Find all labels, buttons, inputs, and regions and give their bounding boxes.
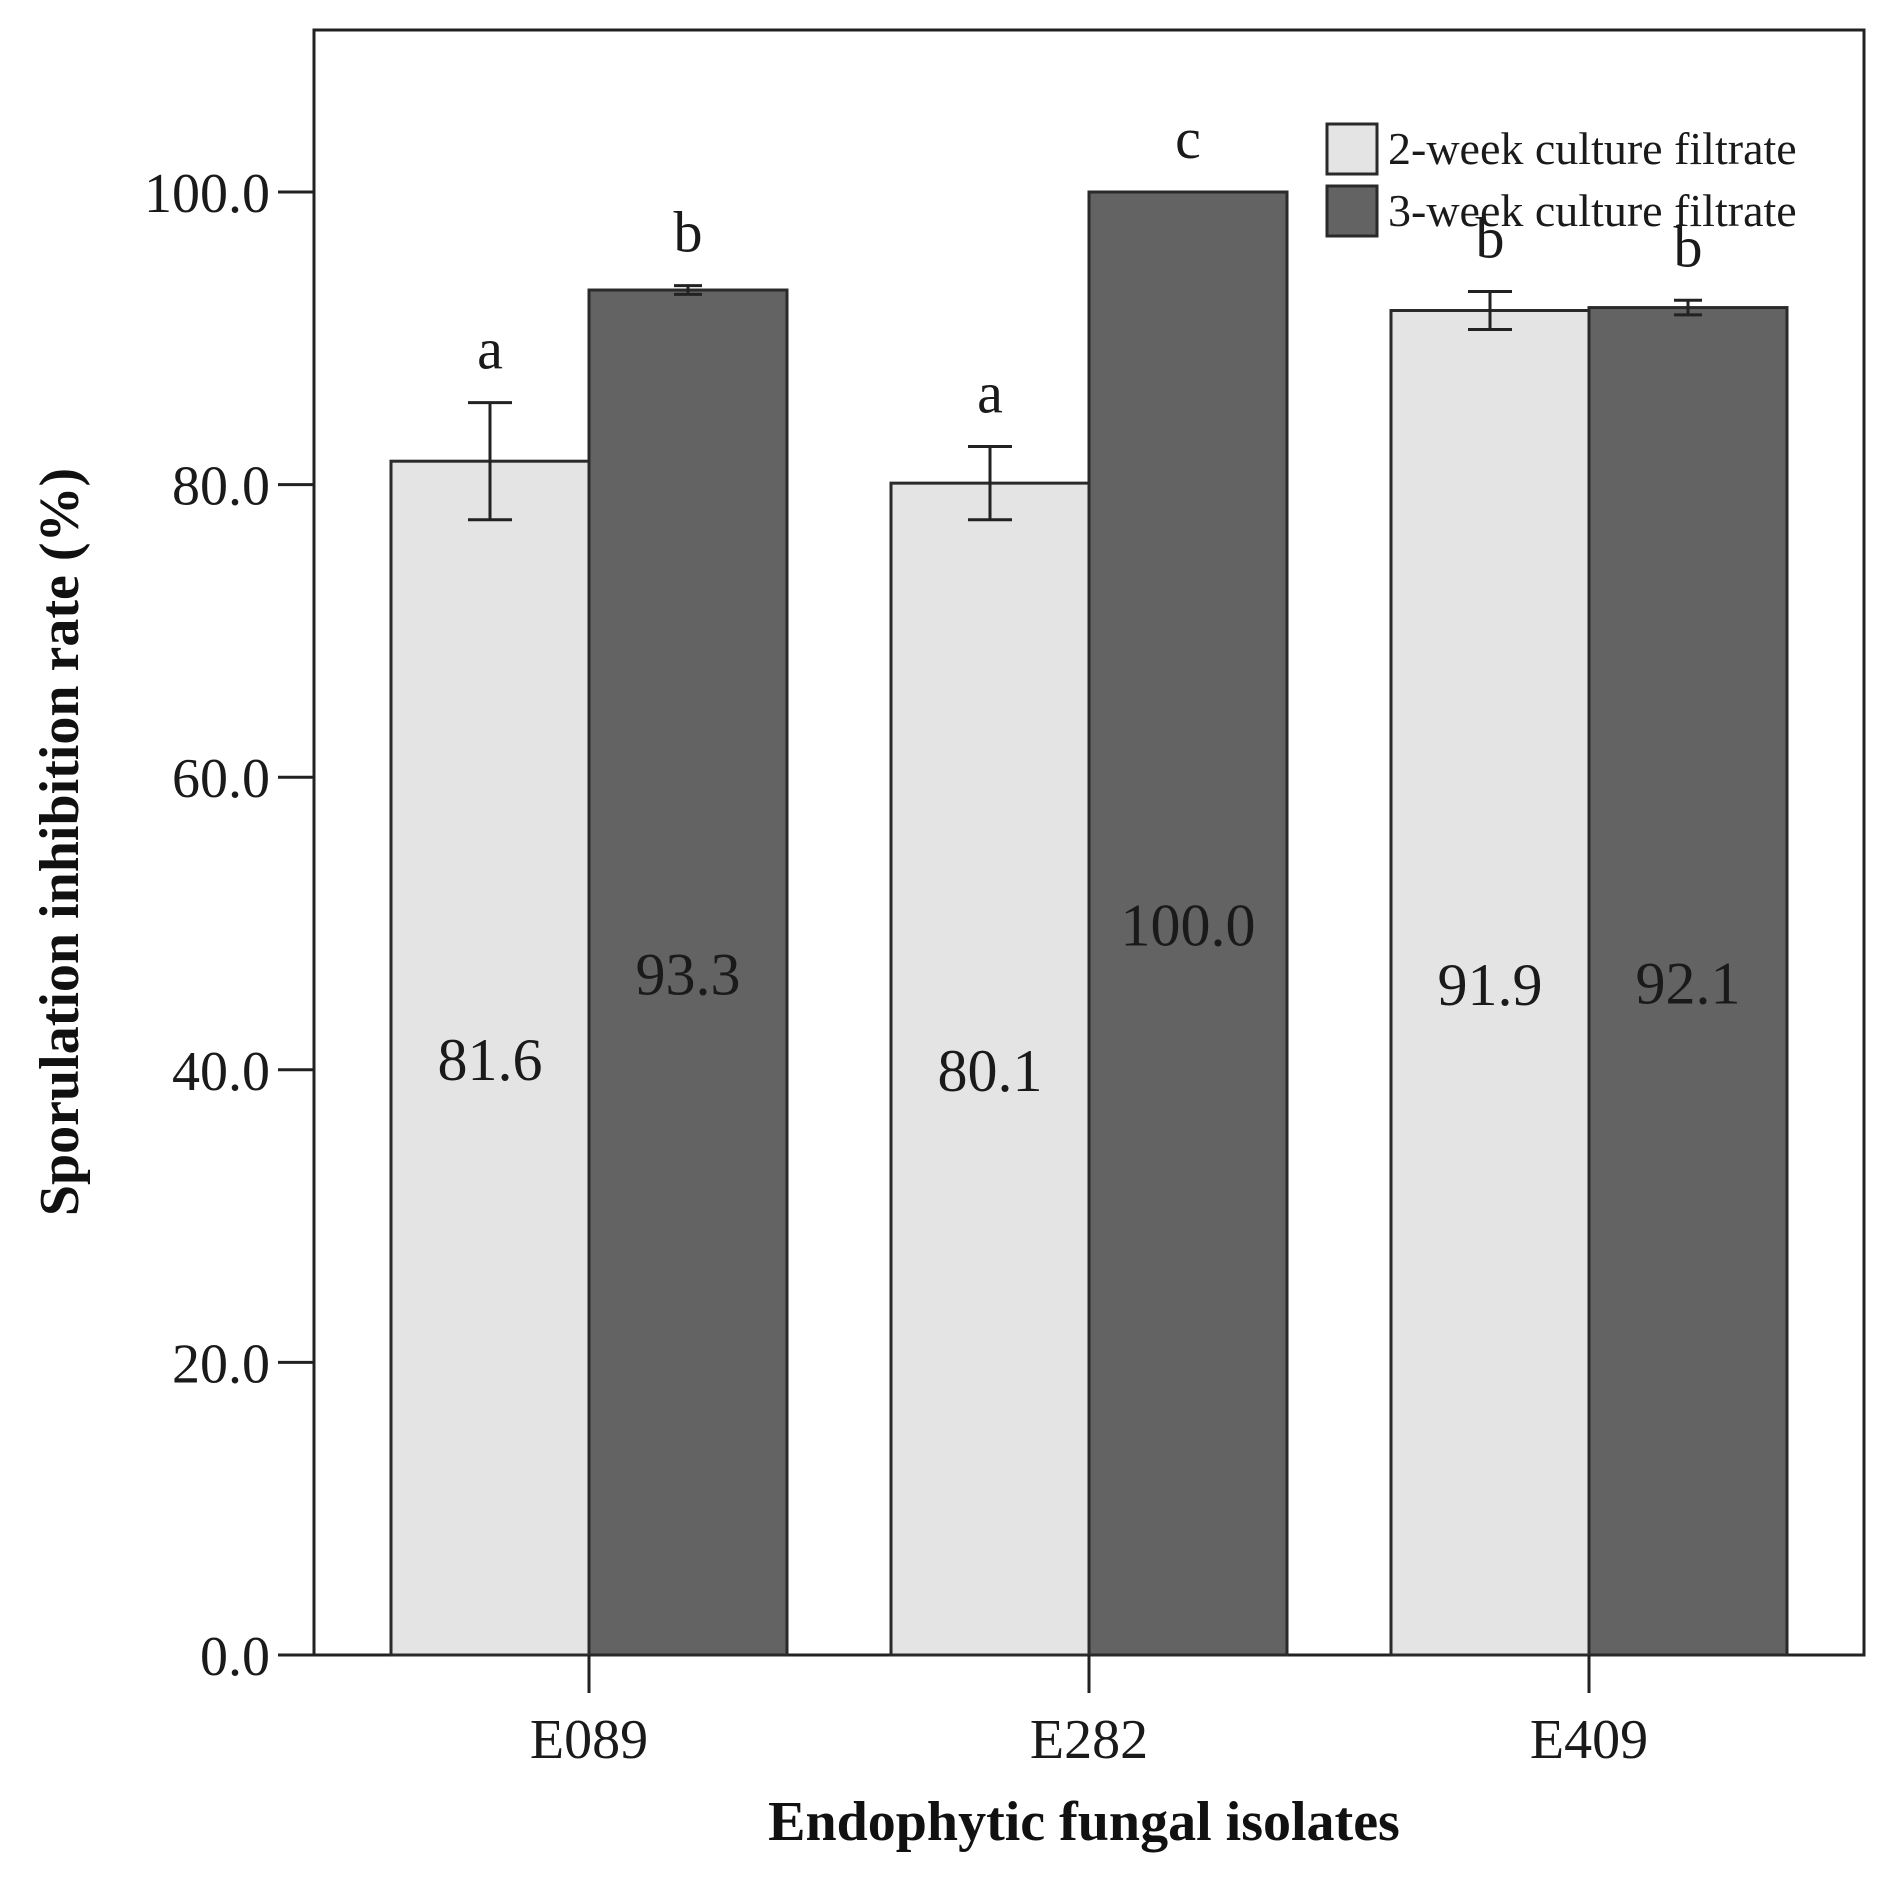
bar-value-labels: a 81.6 b 93.3 a 80.1 c 100.0 b 91.9 b 92.1	[438, 106, 1741, 1104]
legend-label-series-2: 3-week culture filtrate	[1388, 185, 1797, 236]
y-tick-label-3: 60.0	[172, 748, 270, 810]
y-tick-label-4: 80.0	[172, 456, 270, 518]
value-label-e282-series-2: 100.0	[1121, 893, 1256, 959]
y-axis-title: Sporulation inhibition rate (%)	[29, 468, 91, 1216]
legend-swatch-series-2	[1325, 184, 1379, 238]
value-label-e409-series-1: 91.9	[1438, 952, 1543, 1018]
x-axis: E089 E282 E409	[530, 1655, 1648, 1771]
significance-letter-e089-series-2: b	[674, 200, 703, 265]
bar-e089-series-2	[587, 288, 789, 1657]
bars	[389, 190, 1789, 1657]
x-tick-label-e089: E089	[530, 1709, 648, 1771]
y-tick-label-2: 40.0	[172, 1041, 270, 1103]
value-label-e089-series-1: 81.6	[438, 1027, 543, 1093]
x-tick-label-e409: E409	[1530, 1709, 1648, 1771]
bar-e409-series-1	[1389, 309, 1591, 1657]
y-tick-label-5: 100.0	[144, 163, 270, 225]
x-axis-title: Endophytic fungal isolates	[768, 1791, 1400, 1853]
bar-e282-series-1	[889, 481, 1091, 1657]
significance-letter-e282-series-2: c	[1175, 106, 1201, 171]
y-tick-label-1: 20.0	[172, 1333, 270, 1395]
significance-letter-e409-series-1: b	[1476, 205, 1505, 270]
legend-label-series-1: 2-week culture filtrate	[1388, 123, 1797, 174]
y-tick-label-0: 0.0	[200, 1626, 270, 1688]
value-label-e089-series-2: 93.3	[636, 942, 741, 1008]
significance-letter-e409-series-2: b	[1674, 214, 1703, 279]
value-label-e282-series-1: 80.1	[938, 1038, 1043, 1104]
bar-e282-series-2	[1087, 190, 1289, 1657]
x-tick-label-e282: E282	[1030, 1709, 1148, 1771]
legend: 2-week culture filtrate 3-week culture fi…	[1325, 122, 1797, 238]
y-axis-ticks: 0.0 20.0 40.0 60.0 80.0 100.0	[144, 163, 314, 1688]
significance-letter-e282-series-1: a	[977, 361, 1003, 426]
value-label-e409-series-2: 92.1	[1636, 950, 1741, 1016]
significance-letter-e089-series-1: a	[477, 317, 503, 382]
legend-swatch-series-1	[1325, 122, 1379, 176]
